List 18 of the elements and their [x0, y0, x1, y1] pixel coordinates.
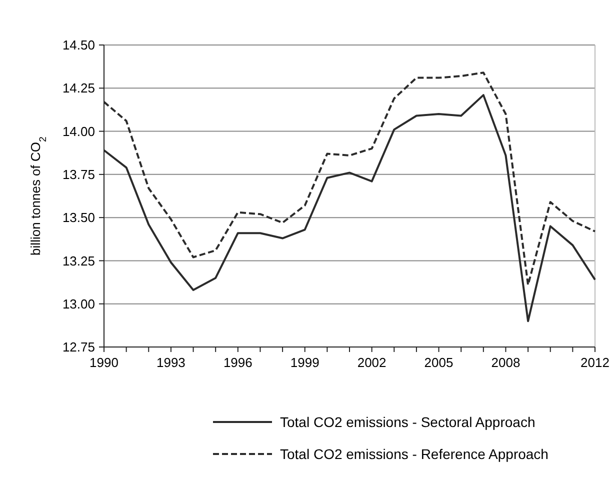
x-tick-label: 2005 [424, 355, 454, 370]
x-tick-label: 2002 [357, 355, 386, 370]
legend-label: Total CO2 emissions - Reference Approach [280, 446, 548, 462]
x-tick-label: 2008 [491, 355, 520, 370]
y-tick-label: 13.00 [62, 296, 95, 312]
y-tick-label: 14.00 [62, 124, 95, 139]
x-tick-label: 1999 [290, 355, 320, 370]
y-tick-label: 13.50 [62, 210, 95, 226]
x-tick-label: 1996 [223, 355, 252, 370]
y-tick-label: 13.25 [62, 253, 95, 268]
y-tick-label: 14.25 [62, 80, 95, 96]
y-tick-label: 13.75 [62, 166, 95, 182]
y-tick-label: 14.50 [62, 38, 95, 53]
x-tick-label: 2012 [580, 355, 610, 370]
x-tick-label: 1993 [156, 355, 186, 370]
x-tick-label: 1990 [90, 355, 118, 370]
y-tick-label: 12.75 [62, 340, 95, 355]
legend-label: Total CO2 emissions - Sectoral Approach [280, 414, 536, 430]
